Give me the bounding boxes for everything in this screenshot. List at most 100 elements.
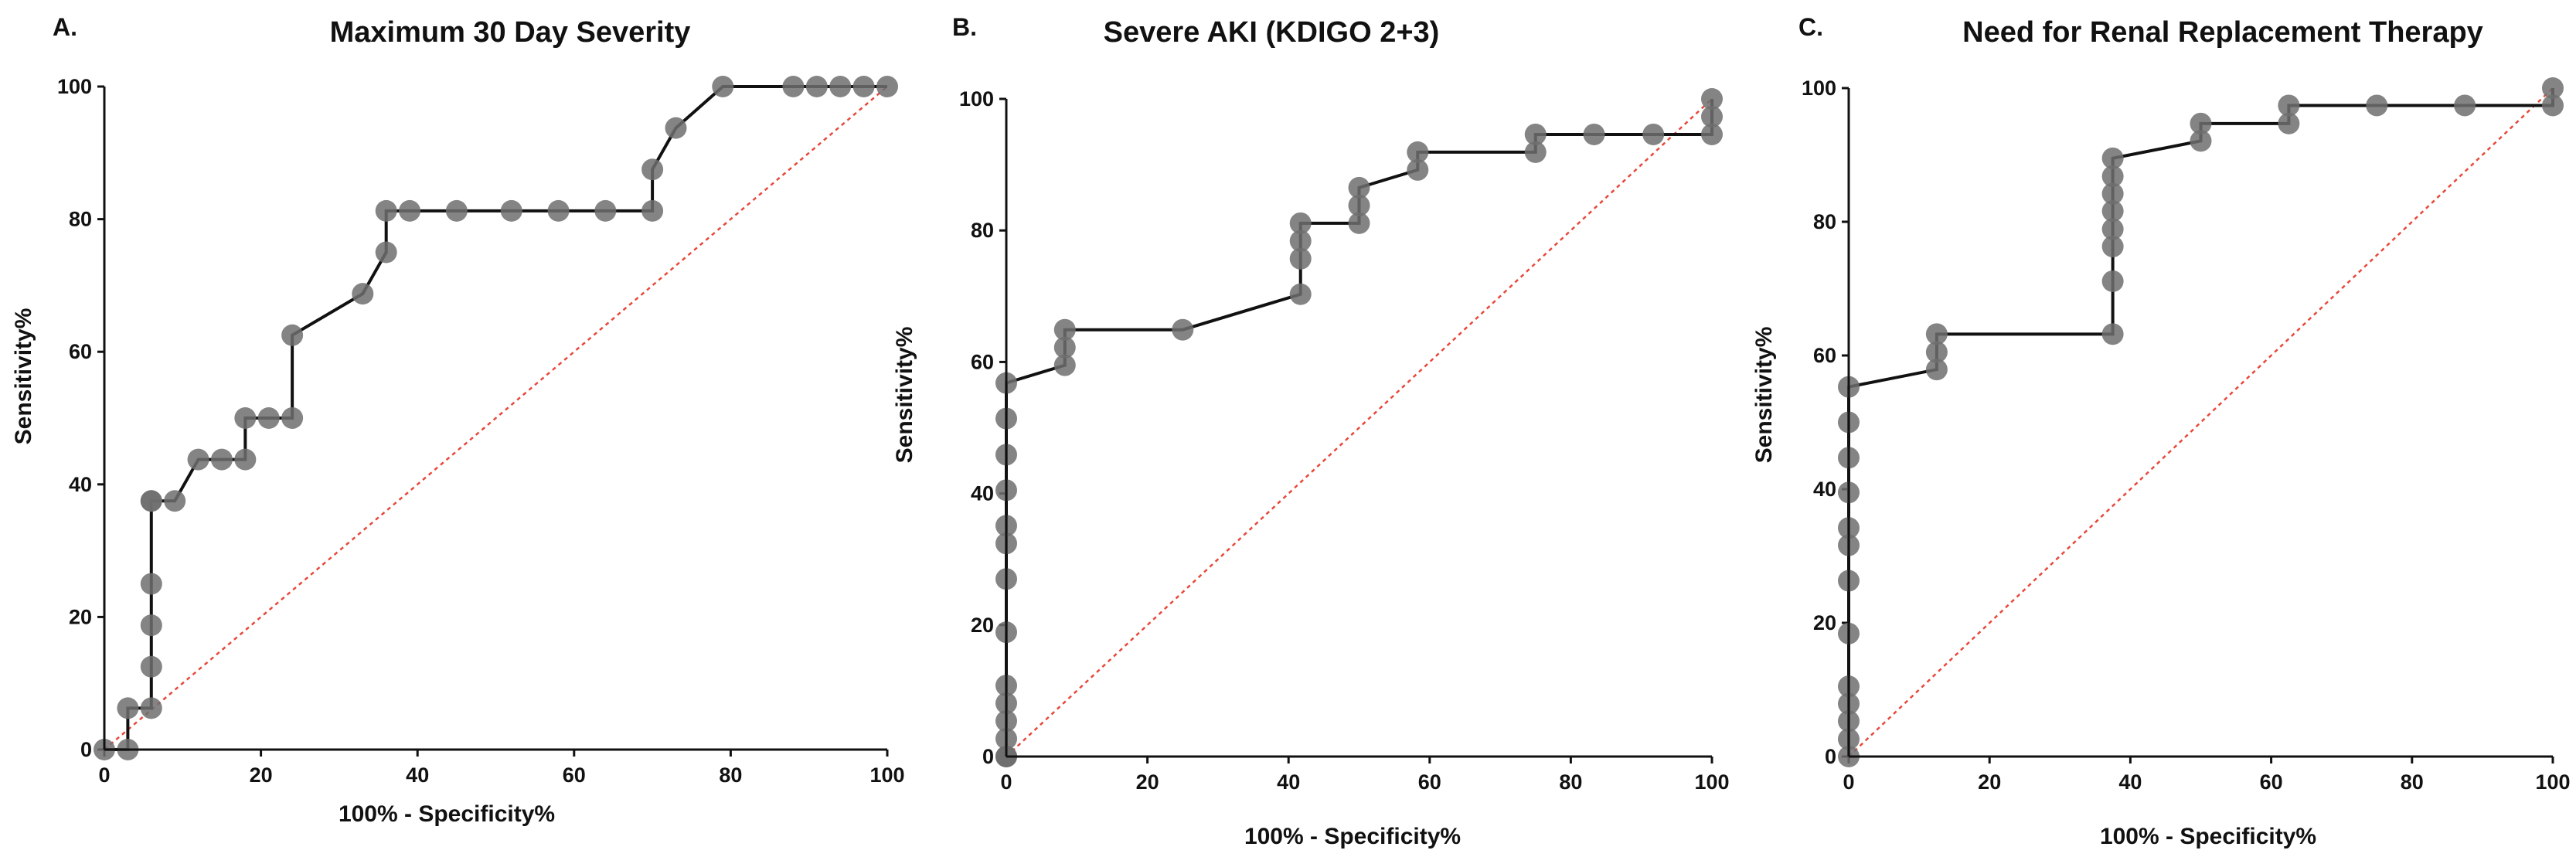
panel-c-roc-point (2454, 94, 2476, 117)
panel-b-roc-point (1172, 318, 1194, 341)
panel-a-y-tick-label: 20 (69, 605, 92, 628)
panel-c: C. Need for Renal Replacement Therapy Se… (1751, 13, 2571, 849)
panel-c-title: Need for Renal Replacement Therapy (1962, 16, 2483, 49)
panel-b-y-tick-label: 40 (971, 482, 994, 505)
panel-b-points (995, 88, 1723, 767)
panel-c-y-tick-label: 100 (1802, 77, 1836, 100)
panel-a-roc-point (164, 490, 186, 512)
panel-a-x-tick-label: 80 (719, 763, 742, 787)
panel-a-roc-point (445, 199, 468, 222)
panel-b-roc-point (1348, 194, 1370, 216)
panel-c-roc-point (2278, 94, 2300, 117)
panel-a-roc-point (782, 76, 805, 97)
panel-b-x-tick-label: 40 (1277, 770, 1300, 794)
panel-a-roc-point (352, 283, 374, 305)
panel-b-roc-point (1701, 105, 1723, 128)
panel-a-y-tick-label: 0 (80, 738, 92, 761)
panel-c-x-tick-label: 20 (1978, 770, 2001, 794)
panel-c-roc-point (2190, 112, 2212, 134)
panel-b-title: Severe AKI (KDIGO 2+3) (1104, 16, 1440, 49)
panel-a-points (94, 76, 898, 760)
panel-a-roc-point (665, 117, 687, 139)
panel-a-roc-point (547, 199, 570, 222)
panel-c-roc-point (1925, 323, 1948, 345)
panel-b-roc-point (1642, 123, 1665, 145)
panel-a-reference-line (104, 86, 888, 750)
panel-a-roc-point (805, 76, 828, 97)
panel-c-roc-point (2101, 323, 2124, 345)
panel-b-roc-point (1053, 318, 1076, 341)
panel-c-roc-point (2366, 94, 2388, 117)
panel-a-roc-point (399, 199, 421, 222)
panel-b-roc-point (1289, 247, 1312, 270)
panel-c-roc-point (2101, 182, 2124, 205)
panel-a-y-tick-label: 100 (57, 75, 92, 98)
panel-a-letter: A. (53, 13, 77, 41)
panel-c-roc-point (2278, 112, 2300, 134)
panel-b-x-tick-label: 60 (1418, 770, 1441, 794)
panel-a-ticks: 0 20 40 60 80 100 0 20 40 60 80 100 (57, 75, 905, 787)
panel-b-roc-point (1348, 176, 1370, 199)
panel-b-roc-point (1407, 141, 1429, 163)
panel-a-roc-point (281, 324, 304, 346)
panel-a-roc-point (140, 573, 162, 595)
panel-a-roc-point (641, 158, 664, 181)
panel-b-letter: B. (952, 13, 977, 41)
panel-c-reference-line (1848, 87, 2554, 757)
panel-c-ticks: 0 20 40 60 80 100 0 20 40 60 80 100 (1802, 77, 2571, 794)
panel-a-roc-point (140, 655, 162, 678)
panel-a-x-tick-label: 100 (869, 763, 904, 787)
panel-b-y-tick-label: 80 (971, 219, 994, 242)
panel-a-roc-point (140, 490, 162, 512)
panel-a-roc-point (234, 448, 257, 471)
panel-a-roc-point (257, 407, 280, 429)
panel-a-roc-point (829, 76, 852, 97)
panel-a-x-axis-label: 100% - Specificity% (339, 801, 555, 827)
panel-a-roc-point (140, 697, 162, 719)
panel-b-roc-point (1053, 336, 1076, 359)
panel-b-roc-point (1053, 354, 1076, 376)
panel-c-roc-point (2542, 94, 2564, 117)
panel-b-x-tick-label: 80 (1559, 770, 1582, 794)
panel-a-x-tick-label: 0 (98, 763, 110, 787)
panel-b-roc-point (1289, 212, 1312, 234)
panel-b: B. Severe AKI (KDIGO 2+3) Sensitivity% 1… (892, 13, 1730, 849)
panel-a-roc-point (712, 76, 734, 97)
panel-c-x-tick-label: 80 (2401, 770, 2424, 794)
panel-a: A. Maximum 30 Day Severity Sensitivity% … (11, 13, 905, 827)
panel-b-y-tick-label: 20 (971, 614, 994, 637)
panel-a-roc-point (375, 199, 397, 222)
panel-c-y-axis-label: Sensitivity% (1751, 327, 1777, 464)
panel-a-roc-point (210, 448, 233, 471)
panel-c-y-tick-label: 40 (1813, 478, 1836, 501)
panel-c-roc-point (2101, 236, 2124, 258)
panel-a-roc-point (641, 199, 664, 222)
panel-b-reference-line (1006, 98, 1713, 757)
panel-c-roc-point (1925, 359, 1948, 381)
panel-b-y-tick-label: 60 (971, 350, 994, 373)
panel-b-roc-point (1701, 88, 1723, 110)
panel-c-y-tick-label: 60 (1813, 344, 1836, 367)
panel-c-roc-point (2101, 270, 2124, 292)
panel-b-roc-point (1289, 230, 1312, 252)
panel-a-roc-point (594, 199, 617, 222)
panel-a-roc-point (234, 407, 257, 429)
panel-a-title: Maximum 30 Day Severity (330, 16, 691, 49)
panel-c-roc-point (2101, 218, 2124, 240)
panel-b-ticks: 0 20 40 60 80 100 0 20 40 60 80 100 (959, 87, 1730, 794)
panel-a-y-tick-label: 40 (69, 473, 92, 496)
panel-b-roc-point (1407, 158, 1429, 181)
panel-a-roc-point (281, 407, 304, 429)
panel-b-x-tick-label: 0 (1000, 770, 1012, 794)
panel-a-roc-point (140, 614, 162, 637)
panel-a-roc-point (876, 76, 898, 97)
panel-b-roc-point (1524, 123, 1547, 145)
panel-b-roc-point (1524, 141, 1547, 163)
panel-c-y-tick-label: 20 (1813, 611, 1836, 634)
panel-a-roc-point (117, 697, 139, 719)
panel-b-roc-point (1701, 123, 1723, 145)
panel-c-roc-point (2190, 130, 2212, 152)
panel-c-roc-point (2101, 165, 2124, 188)
panel-a-y-tick-label: 60 (69, 340, 92, 363)
